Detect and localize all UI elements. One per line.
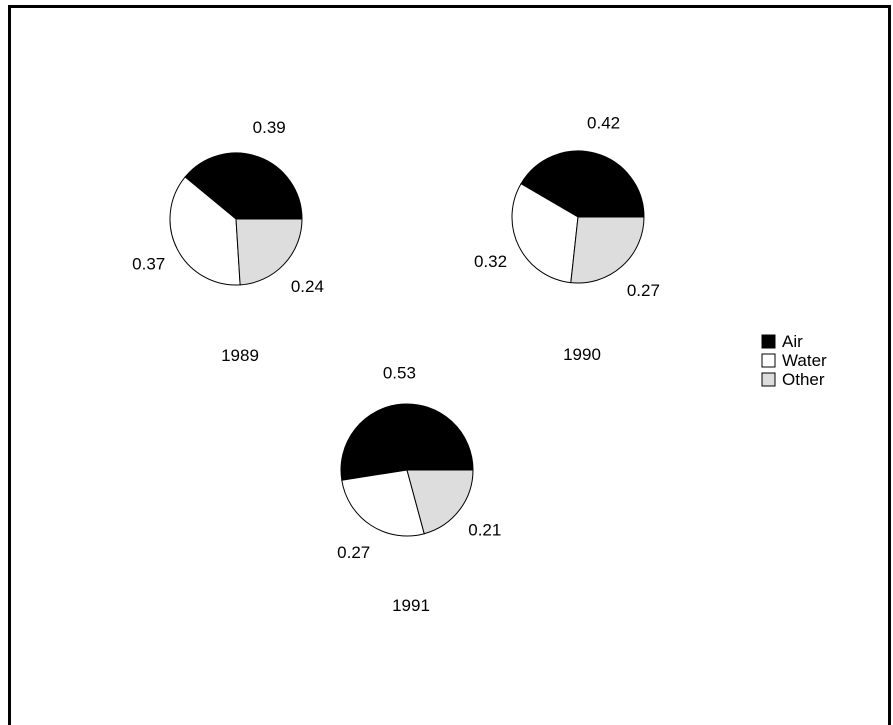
legend-swatch-air (761, 334, 776, 349)
pie-chart-area: 0.39 0.37 0.24 1989 0.42 0.32 0.27 1990 0.53 0.27… (132, 113, 827, 615)
legend-label-water: Water (782, 351, 827, 370)
slice-label-1990-water: 0.32 (474, 252, 507, 271)
slice-1991-water (341, 469, 425, 537)
legend-swatch-other (761, 372, 776, 387)
pie-title-1991: 1991 (392, 596, 430, 615)
legend-swatch-water (761, 353, 776, 368)
legend-label-other: Other (782, 370, 825, 389)
slice-label-1990-other: 0.27 (627, 281, 660, 300)
slice-1989-water (169, 176, 241, 286)
slice-1989-other (235, 218, 303, 286)
chart-frame (8, 5, 891, 725)
legend-label-air: Air (782, 332, 803, 351)
slice-label-1990-air: 0.42 (587, 113, 620, 132)
slice-1990-other (570, 216, 645, 284)
pie-1989: 0.39 0.37 0.24 1989 (132, 118, 324, 365)
slice-1991-other (406, 469, 474, 535)
slice-1991-air (340, 403, 474, 481)
slice-label-1989-air: 0.39 (253, 118, 286, 137)
pie-title-1989: 1989 (221, 346, 259, 365)
slice-label-1989-other: 0.24 (291, 277, 324, 296)
slice-label-1991-other: 0.21 (468, 521, 501, 540)
slice-1990-water (511, 183, 579, 284)
slice-label-1991-water: 0.27 (337, 543, 370, 562)
pie-title-1990: 1990 (563, 345, 601, 364)
pies-group: 0.39 0.37 0.24 1989 0.42 0.32 0.27 1990 0.53 0.27… (132, 113, 660, 615)
pie-1991: 0.53 0.27 0.21 1991 (337, 363, 501, 615)
pie-1990: 0.42 0.32 0.27 1990 (474, 113, 660, 364)
slice-label-1989-water: 0.37 (132, 255, 165, 274)
slice-label-1991-air: 0.53 (383, 363, 416, 382)
slice-1989-air (184, 152, 303, 220)
slice-1990-air (520, 150, 645, 218)
